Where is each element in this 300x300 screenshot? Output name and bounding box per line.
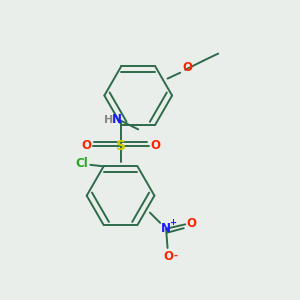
Text: N: N <box>161 222 171 235</box>
Text: N: N <box>112 113 122 126</box>
Text: -: - <box>173 250 177 261</box>
Text: O: O <box>182 61 192 74</box>
Text: H: H <box>103 115 113 125</box>
Text: Cl: Cl <box>75 158 88 170</box>
Text: O: O <box>187 217 197 230</box>
Text: O: O <box>150 139 160 152</box>
Text: O: O <box>81 139 91 152</box>
Text: +: + <box>169 218 176 227</box>
Text: O: O <box>164 250 173 262</box>
Text: S: S <box>116 139 126 153</box>
